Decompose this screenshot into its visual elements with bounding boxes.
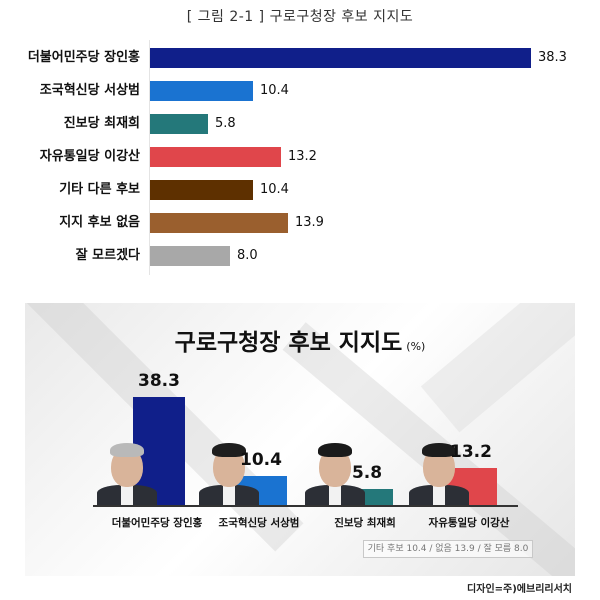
candidate-photo: [197, 439, 261, 505]
bar-value: 10.4: [260, 83, 289, 98]
axis-line: [149, 40, 150, 275]
figure-caption: [ 그림 2-1 ] 구로구청장 후보 지지도: [186, 9, 414, 25]
candidate-name: 자유통일당 이강산: [428, 517, 510, 529]
candidate-name: 조국혁신당 서상범: [218, 517, 300, 529]
candidate-name: 더불어민주당 장인홍: [111, 517, 203, 529]
baseline: [93, 505, 518, 507]
horizontal-bar-chart: 더불어민주당 장인홍 38.3 조국혁신당 서상범 10.4 진보당 최재희 5.8 자유통…: [0, 40, 600, 280]
bar: [150, 180, 253, 200]
bar-row: 진보당 최재희 5.8: [0, 114, 600, 134]
bar: [150, 48, 531, 68]
bar-label: 더불어민주당 장인홍: [27, 50, 140, 65]
candidate-value: 10.4: [240, 450, 282, 470]
panel-title: 구로구청장 후보 지지도 (%): [25, 323, 575, 357]
bar-row: 지지 후보 없음 13.9: [0, 213, 600, 233]
bar-value: 13.2: [288, 149, 317, 164]
candidate-value: 5.8: [351, 463, 383, 483]
design-credit: 디자인=주)에브리리서치: [467, 584, 572, 595]
unit-label: (%): [406, 340, 426, 353]
bar-row: 자유통일당 이강산 13.2: [0, 147, 600, 167]
bar-value: 38.3: [538, 50, 567, 65]
bar-value: 13.9: [295, 215, 324, 230]
candidate-value: 38.3: [138, 371, 180, 391]
bar-value: 8.0: [237, 248, 258, 263]
bar: [150, 81, 253, 101]
candidate-photo: [407, 439, 471, 505]
candidate-photo: [303, 439, 367, 505]
bar-label: 진보당 최재희: [63, 116, 140, 131]
bar-label: 조국혁신당 서상범: [39, 83, 140, 98]
candidate-value: 13.2: [450, 442, 492, 462]
bar-label: 잘 모르겠다: [75, 248, 140, 263]
bar: [150, 114, 208, 134]
bar: [150, 246, 230, 266]
bar-row: 조국혁신당 서상범 10.4: [0, 81, 600, 101]
bar-value: 10.4: [260, 182, 289, 197]
bar-row: 더불어민주당 장인홍 38.3: [0, 48, 600, 68]
bar-label: 지지 후보 없음: [59, 215, 140, 230]
bar-label: 기타 다른 후보: [59, 182, 140, 197]
bar-row: 잘 모르겠다 8.0: [0, 246, 600, 266]
bar-label: 자유통일당 이강산: [39, 149, 140, 164]
bar-value: 5.8: [215, 116, 236, 131]
candidate-photo: [95, 439, 159, 505]
candidate-infographic-panel: 구로구청장 후보 지지도 (%) 기타 후보 10.4 / 없음 13.9 / 잘…: [25, 303, 575, 576]
bar: [150, 147, 281, 167]
bar-row: 기타 다른 후보 10.4: [0, 180, 600, 200]
candidate-name: 진보당 최재희: [334, 517, 396, 529]
other-results-note: 기타 후보 10.4 / 없음 13.9 / 잘 모름 8.0: [363, 540, 533, 558]
panel-title-text: 구로구청장 후보 지지도: [174, 330, 403, 356]
bar: [150, 213, 288, 233]
